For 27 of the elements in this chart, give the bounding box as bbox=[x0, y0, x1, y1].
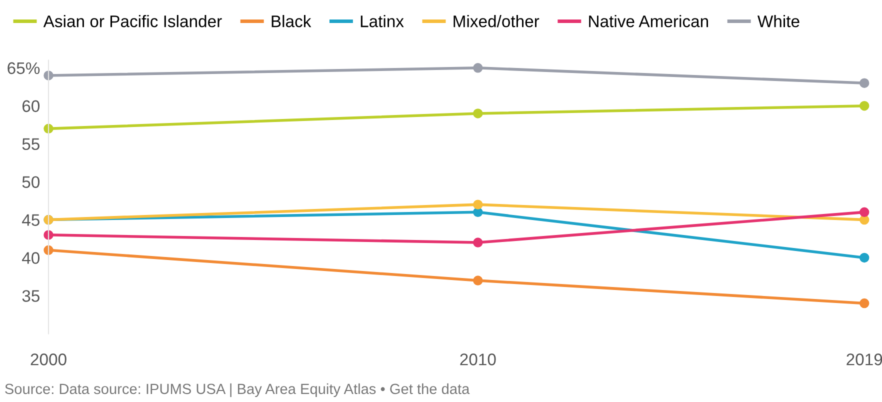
point bbox=[473, 276, 483, 286]
x-tick-label: 2019 bbox=[846, 354, 882, 366]
point bbox=[473, 200, 483, 210]
point bbox=[860, 78, 870, 88]
legend-label: Latinx bbox=[360, 15, 404, 28]
x-tick-label: 2000 bbox=[30, 354, 66, 366]
legend-label: White bbox=[757, 15, 800, 28]
y-tick-label: 40 bbox=[22, 252, 40, 264]
source-note: Source: Data source: IPUMS USA | Bay Area Equity Atlas • Get the data bbox=[5, 383, 470, 398]
point bbox=[860, 252, 870, 263]
point bbox=[860, 207, 870, 218]
y-tick-label: 60 bbox=[22, 100, 40, 112]
point bbox=[860, 298, 870, 308]
y-tick-label: 55 bbox=[22, 138, 40, 150]
legend-label: Black bbox=[272, 15, 312, 28]
y-tick-label: 50 bbox=[22, 176, 40, 188]
y-tick-label: 65% bbox=[8, 62, 40, 74]
legend-label: Mixed/other bbox=[454, 15, 540, 28]
x-tick-label: 2010 bbox=[460, 354, 496, 366]
legend-label: Native American bbox=[589, 15, 708, 28]
y-tick-label: 45 bbox=[22, 214, 40, 226]
point bbox=[473, 238, 483, 248]
point bbox=[860, 101, 870, 111]
y-tick-label: 35 bbox=[22, 290, 40, 302]
point bbox=[473, 63, 483, 73]
legend-label: Asian or Pacific Islander bbox=[43, 15, 222, 28]
point bbox=[473, 108, 483, 118]
